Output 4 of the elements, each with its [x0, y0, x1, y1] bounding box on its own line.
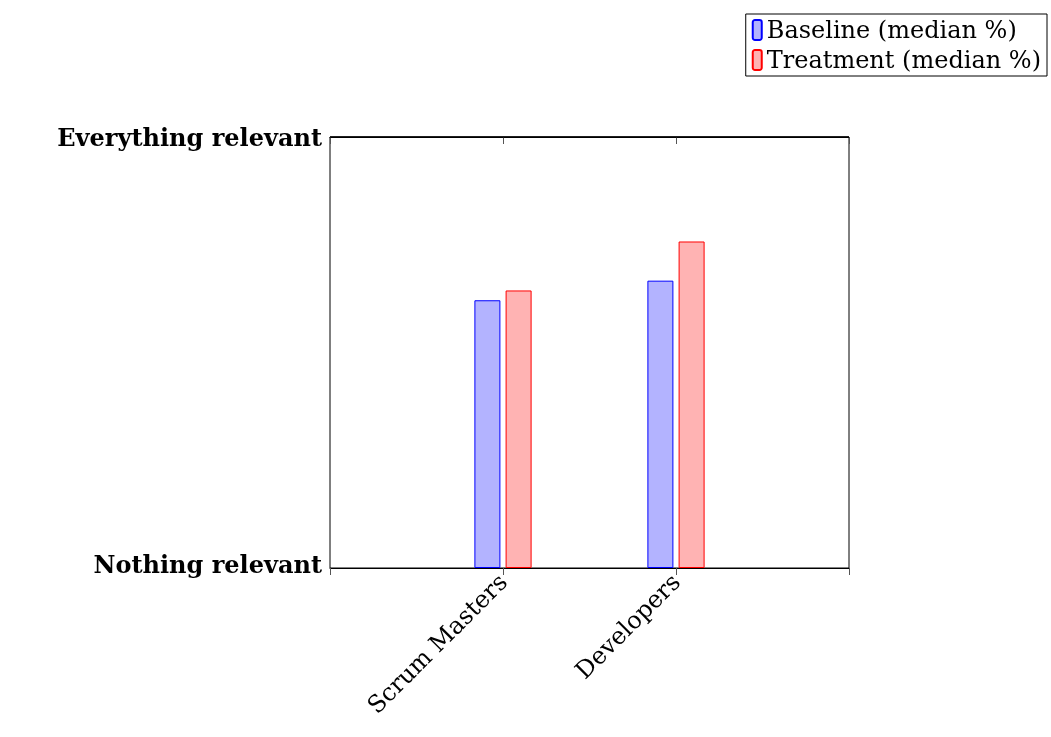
- annotation: Nothing relevant: [93, 549, 322, 579]
- legend-label: Treatment (median %): [766, 46, 1042, 74]
- legend-label: Baseline (median %): [766, 16, 1017, 44]
- ref-line-label: Everything relevant: [57, 122, 322, 152]
